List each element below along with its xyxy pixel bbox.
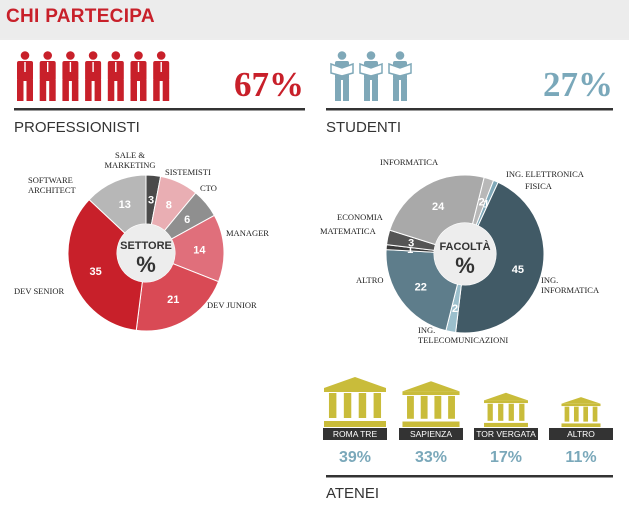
slice-value-label: 8 <box>166 200 172 212</box>
slice-value-label: 3 <box>408 237 414 249</box>
slice-value-label: 1 <box>407 244 413 256</box>
student-reading-icon <box>330 51 354 101</box>
slice-value-label: 2 <box>479 197 485 209</box>
professionisti-icons <box>17 51 170 101</box>
slice-value-label: 45 <box>512 264 524 276</box>
atenei-chart: ROMA TRE 39% SAPIENZA 33% TOR VERGATA 17% ALTR… <box>323 377 613 466</box>
atenei-label: ATENEI <box>326 485 379 502</box>
university-name: ROMA TRE <box>333 429 378 439</box>
slice-value-label: 35 <box>90 266 102 278</box>
university-building-icon <box>402 381 460 427</box>
slice-name-label: SALE & <box>115 150 145 160</box>
person-icon <box>62 51 79 101</box>
atenei-divider <box>326 475 613 478</box>
slice-name-label: ALTRO <box>356 275 384 285</box>
slice-name-label: CTO <box>200 183 217 193</box>
donut-center-title: SETTORE <box>120 240 172 252</box>
donut-center <box>434 223 496 285</box>
slice-name-label: SISTEMISTI <box>165 167 211 177</box>
person-icon <box>17 51 33 101</box>
person-icon <box>153 51 170 101</box>
slice-name-label: MATEMATICA <box>320 226 377 236</box>
slice-name-label: ING. <box>541 275 558 285</box>
student-reading-icon <box>359 51 383 101</box>
page-title: CHI PARTECIPA <box>6 6 155 27</box>
university-percent: 11% <box>565 449 596 466</box>
slice-name-label: DEV SENIOR <box>14 286 64 296</box>
studenti-divider <box>326 108 613 111</box>
university-name: TOR VERGATA <box>476 429 536 439</box>
slice-name-label: FISICA <box>525 181 553 191</box>
studenti-icons <box>330 51 412 101</box>
slice-value-label: 3 <box>148 195 154 207</box>
university-name: SAPIENZA <box>410 429 452 439</box>
person-icon <box>130 51 147 101</box>
person-icon <box>85 51 102 101</box>
university-name-bar <box>399 428 463 440</box>
university-name: ALTRO <box>567 429 595 439</box>
slice-value-label: 13 <box>119 199 131 211</box>
studenti-label: STUDENTI <box>326 119 401 136</box>
professionisti-divider <box>14 108 305 111</box>
header-bar: CHI PARTECIPA <box>0 0 629 38</box>
slice-name-label: DEV JUNIOR <box>207 300 257 310</box>
university-name-bar <box>323 428 387 440</box>
student-reading-icon <box>388 51 412 101</box>
university-name-bar <box>474 428 538 440</box>
university-percent: 33% <box>415 449 447 466</box>
slice-value-label: 6 <box>184 214 190 226</box>
slice-value-label: 21 <box>167 294 179 306</box>
slice-name-label: TELECOMUNICAZIONI <box>418 335 508 345</box>
slice-name-label: ARCHITECT <box>28 185 77 195</box>
donut-center <box>117 224 175 282</box>
slice-name-label: MARKETING <box>105 160 156 170</box>
slice-value-label: 24 <box>432 201 445 213</box>
slice-name-label: ING. ELETTRONICA <box>506 169 585 179</box>
slice-name-label: ING. <box>418 325 435 335</box>
university-building-icon <box>484 392 528 427</box>
university-building-icon <box>324 377 386 427</box>
donut-center-symbol: % <box>455 253 475 278</box>
slice-value-label: 22 <box>415 282 427 294</box>
university-building-icon <box>561 397 601 427</box>
slice-value-label: 2 <box>452 303 458 315</box>
donut-center-title: FACOLTÀ <box>439 240 490 253</box>
slice-name-label: MANAGER <box>226 228 269 238</box>
slice-name-label: ECONOMIA <box>337 212 384 222</box>
university-percent: 17% <box>490 449 522 466</box>
university-percent: 39% <box>339 449 371 466</box>
donut-center-symbol: % <box>136 252 156 277</box>
professionisti-label: PROFESSIONISTI <box>14 119 140 136</box>
professionisti-percent: 67% <box>234 65 304 104</box>
infographic-panel: 67% PROFESSIONISTI 27% STUDENTI 3 SALE & M… <box>0 40 629 521</box>
slice-value-label: 14 <box>193 245 206 257</box>
slice-name-label: INFORMATICA <box>541 285 600 295</box>
university-name-bar <box>549 428 613 440</box>
studenti-percent: 27% <box>543 65 613 104</box>
person-icon <box>39 51 56 101</box>
settore-pie-chart: 3 SALE &MARKETING 8 SISTEMISTI 6 CTO 14 MANAGER… <box>14 150 269 332</box>
slice-name-label: SOFTWARE <box>28 175 73 185</box>
slice-value-label: 1 <box>483 198 489 210</box>
slice-name-label: INFORMATICA <box>380 157 439 167</box>
person-icon <box>107 51 124 101</box>
